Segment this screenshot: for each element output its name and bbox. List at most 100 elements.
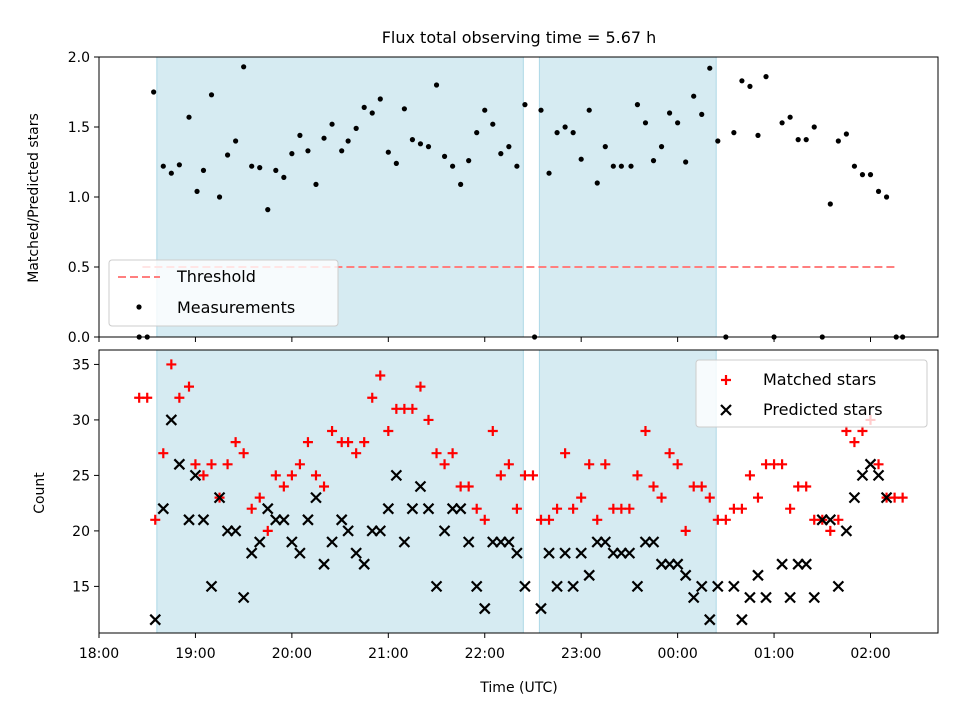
predicted-point: [752, 569, 764, 582]
measurement-point: [345, 138, 351, 144]
matched-point: [632, 470, 643, 481]
measurement-point: [747, 83, 753, 89]
predicted-point: [760, 591, 772, 604]
matched-point: [624, 503, 635, 514]
matched-point: [544, 514, 555, 525]
matched-point: [423, 414, 434, 425]
predicted-point: [374, 525, 387, 537]
predicted-point: [559, 547, 571, 559]
measurement-point: [522, 102, 528, 108]
measurement-point: [273, 167, 279, 173]
matched-point: [777, 459, 788, 470]
measurement-point: [377, 96, 383, 102]
matched-point: [479, 514, 490, 525]
predicted-point: [832, 580, 845, 593]
matched-point: [825, 525, 836, 536]
measurement-point: [642, 120, 649, 126]
legend-matched-label: Matched stars: [763, 370, 876, 389]
measurement-point: [393, 160, 399, 166]
measurement-point: [554, 130, 560, 136]
matched-point: [656, 492, 667, 503]
predicted-point: [800, 558, 812, 570]
predicted-point: [543, 547, 555, 559]
measurement-point: [851, 163, 858, 169]
matched-point: [744, 470, 755, 481]
matched-point: [206, 459, 217, 470]
matched-point: [246, 503, 257, 514]
x-tick-label: 21:00: [368, 646, 408, 662]
predicted-point: [840, 525, 853, 537]
measurement-point: [353, 125, 359, 131]
matched-point: [552, 503, 563, 514]
predicted-point: [728, 580, 740, 593]
predicted-point: [647, 536, 660, 548]
measurement-point: [707, 65, 713, 71]
measurement-point: [433, 82, 440, 88]
matched-point: [560, 448, 571, 459]
predicted-point: [183, 514, 195, 526]
matched-point: [752, 492, 763, 503]
predicted-point: [880, 491, 893, 504]
observing-window-2: [538, 56, 717, 338]
measurement-point: [570, 130, 576, 136]
predicted-point: [278, 514, 290, 526]
matched-point: [801, 481, 812, 492]
matched-point: [463, 481, 474, 492]
measurement-point: [683, 159, 689, 165]
matched-point: [600, 459, 611, 470]
x-tick-label: 02:00: [850, 646, 890, 662]
predicted-point: [318, 558, 330, 570]
predicted-point: [470, 580, 483, 593]
matched-point: [238, 448, 249, 459]
measurement-point: [361, 104, 367, 110]
predicted-point: [358, 558, 370, 570]
predicted-point: [864, 458, 877, 471]
measurement-point: [763, 74, 769, 80]
legend-measurement-swatch: [136, 304, 142, 310]
measurement-point: [257, 165, 263, 171]
predicted-point: [286, 536, 298, 548]
predicted-point: [430, 580, 443, 593]
measurement-point: [618, 163, 624, 169]
matched-point: [383, 426, 394, 437]
matched-point: [503, 459, 514, 470]
measurement-point: [458, 181, 464, 187]
predicted-point: [149, 613, 162, 626]
measurement-point: [281, 174, 287, 180]
matched-point: [343, 437, 354, 448]
measurement-point: [675, 120, 681, 126]
matched-point: [190, 459, 201, 470]
matched-point: [439, 459, 450, 470]
measurement-point: [602, 144, 608, 150]
predicted-point: [671, 558, 684, 570]
series-predicted-stars: [149, 414, 893, 626]
measurement-point: [875, 188, 882, 194]
matched-point: [198, 470, 209, 481]
measurement-point: [666, 110, 673, 116]
measurement-point: [160, 163, 166, 169]
count-panel: 15 20 25 30 35 18:00 19:00 20:00 21:00 22:00 23:00…: [72, 349, 939, 662]
predicted-point: [784, 591, 796, 604]
measurement-point: [859, 172, 866, 178]
x-tick-label: 19:00: [175, 646, 215, 662]
matched-point: [294, 459, 305, 470]
measurement-point: [474, 130, 480, 136]
matched-point: [664, 448, 675, 459]
matched-point: [270, 470, 281, 481]
matched-point: [166, 359, 177, 370]
measurement-point: [883, 194, 890, 200]
predicted-point: [189, 469, 202, 482]
matched-point: [576, 492, 587, 503]
measurement-point: [168, 170, 174, 176]
matched-point: [849, 437, 860, 448]
matched-point: [487, 426, 498, 437]
predicted-point: [302, 514, 314, 526]
matched-point: [150, 514, 161, 525]
predicted-point: [551, 580, 563, 593]
measurement-point: [634, 102, 641, 108]
measurement-point: [194, 188, 200, 194]
y-tick-label: 35: [72, 357, 90, 373]
predicted-point: [294, 547, 306, 559]
legend-top: Threshold Measurements: [108, 259, 339, 327]
